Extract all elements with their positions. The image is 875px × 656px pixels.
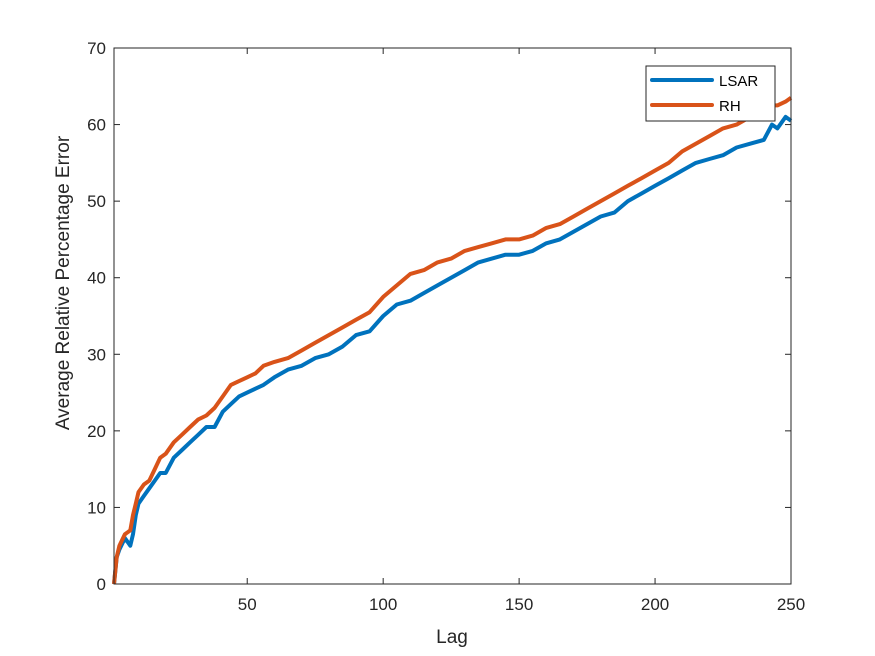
tick-layer: 50 100 150 200 250 0 10 20 30 40 50 60 70 — [87, 39, 805, 614]
y-tick-label: 70 — [87, 39, 106, 58]
plot-frame — [113, 47, 792, 585]
y-tick-label: 40 — [87, 269, 106, 288]
x-tick-label: 50 — [238, 595, 257, 614]
x-tick-label: 200 — [641, 595, 669, 614]
y-tick-label: 0 — [97, 575, 106, 594]
legend-label-lsar: LSAR — [719, 73, 758, 90]
series-line-lsar — [112, 114, 793, 585]
y-tick-label: 20 — [87, 422, 106, 441]
plot-area — [114, 48, 791, 584]
y-tick-label: 60 — [87, 116, 106, 135]
legend-label-rh: RH — [719, 98, 741, 115]
y-tick-label: 30 — [87, 345, 106, 364]
y-tick-label: 10 — [87, 498, 106, 517]
series-line-rh — [112, 96, 793, 585]
x-axis-label: Lag — [436, 627, 468, 648]
y-tick-label: 50 — [87, 192, 106, 211]
x-tick-label: 100 — [369, 595, 397, 614]
x-tick-label: 250 — [777, 595, 805, 614]
series-layer — [112, 96, 793, 585]
legend: LSAR RH — [645, 65, 776, 122]
legend-box — [645, 65, 776, 122]
y-axis-label: Average Relative Percentage Error — [53, 135, 74, 430]
x-tick-label: 150 — [505, 595, 533, 614]
